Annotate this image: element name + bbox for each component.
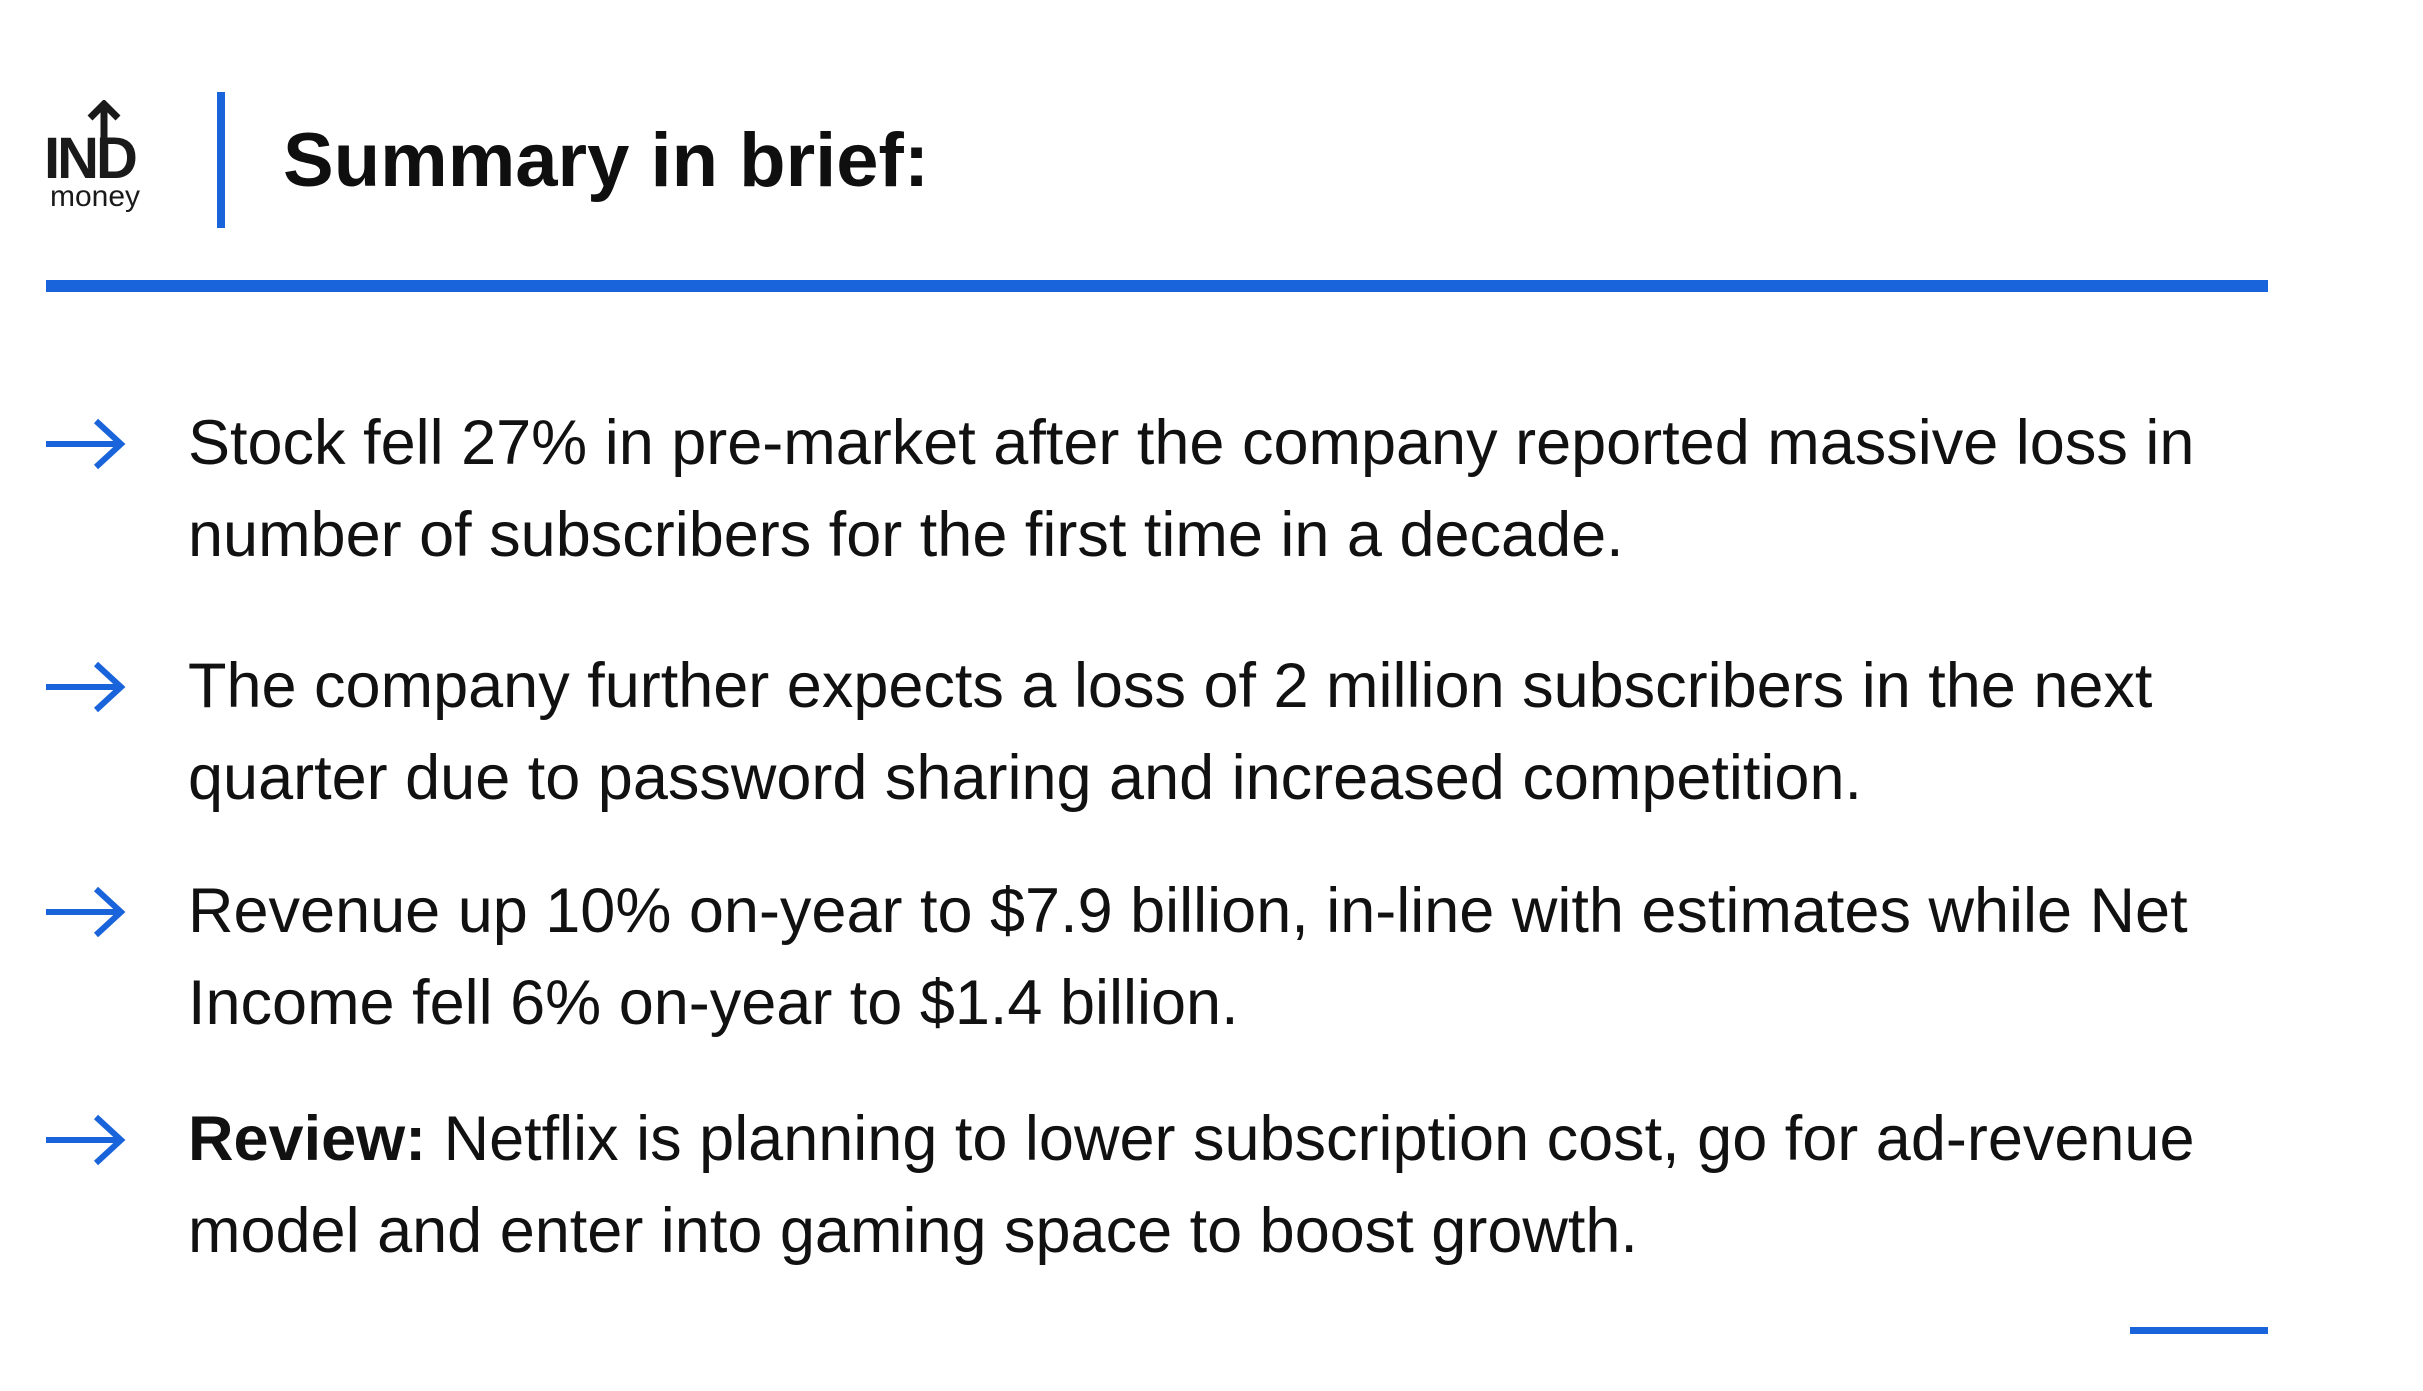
page-title: Summary in brief:: [283, 118, 930, 203]
footer-accent-rule: [2130, 1327, 2268, 1334]
arrow-right-icon: [46, 661, 126, 713]
logo-wordmark: IND: [44, 126, 138, 191]
list-item-text: The company further expects a loss of 2 …: [188, 640, 2268, 824]
header-rule: [46, 280, 2268, 292]
arrow-right-icon: [46, 886, 126, 938]
list-item-text: Revenue up 10% on-year to $7.9 billion, …: [188, 865, 2268, 1049]
indmoney-logo: IND money: [44, 100, 154, 212]
list-item-body: Netflix is planning to lower subscriptio…: [188, 1104, 2195, 1266]
logo-up-arrow-icon: [87, 100, 121, 146]
list-item-lead: Review:: [188, 1104, 427, 1174]
list-item-text: Review: Netflix is planning to lower sub…: [188, 1093, 2268, 1277]
arrow-right-icon: [46, 418, 126, 470]
list-item-body: Revenue up 10% on-year to $7.9 billion, …: [188, 876, 2188, 1038]
arrow-right-icon: [46, 1114, 126, 1166]
logo-subtitle: money: [50, 180, 141, 213]
header-divider: [217, 92, 225, 228]
list-item-body: Stock fell 27% in pre-market after the c…: [188, 408, 2195, 570]
list-item-body: The company further expects a loss of 2 …: [188, 651, 2153, 813]
list-item-text: Stock fell 27% in pre-market after the c…: [188, 397, 2268, 581]
